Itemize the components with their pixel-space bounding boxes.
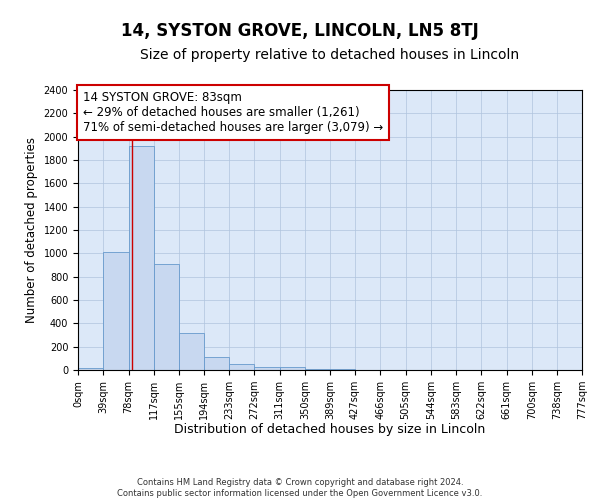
Bar — [254, 366, 280, 370]
Bar — [154, 264, 179, 370]
Y-axis label: Number of detached properties: Number of detached properties — [25, 137, 38, 323]
Bar — [179, 332, 204, 370]
Bar — [204, 356, 229, 370]
X-axis label: Distribution of detached houses by size in Lincoln: Distribution of detached houses by size … — [175, 424, 485, 436]
Bar — [78, 368, 103, 370]
Text: Contains HM Land Registry data © Crown copyright and database right 2024.
Contai: Contains HM Land Registry data © Crown c… — [118, 478, 482, 498]
Title: Size of property relative to detached houses in Lincoln: Size of property relative to detached ho… — [140, 48, 520, 62]
Bar — [128, 146, 154, 370]
Text: 14, SYSTON GROVE, LINCOLN, LN5 8TJ: 14, SYSTON GROVE, LINCOLN, LN5 8TJ — [121, 22, 479, 40]
Bar — [103, 252, 128, 370]
Bar — [229, 364, 254, 370]
Bar — [280, 366, 305, 370]
Text: 14 SYSTON GROVE: 83sqm
← 29% of detached houses are smaller (1,261)
71% of semi-: 14 SYSTON GROVE: 83sqm ← 29% of detached… — [83, 92, 383, 134]
